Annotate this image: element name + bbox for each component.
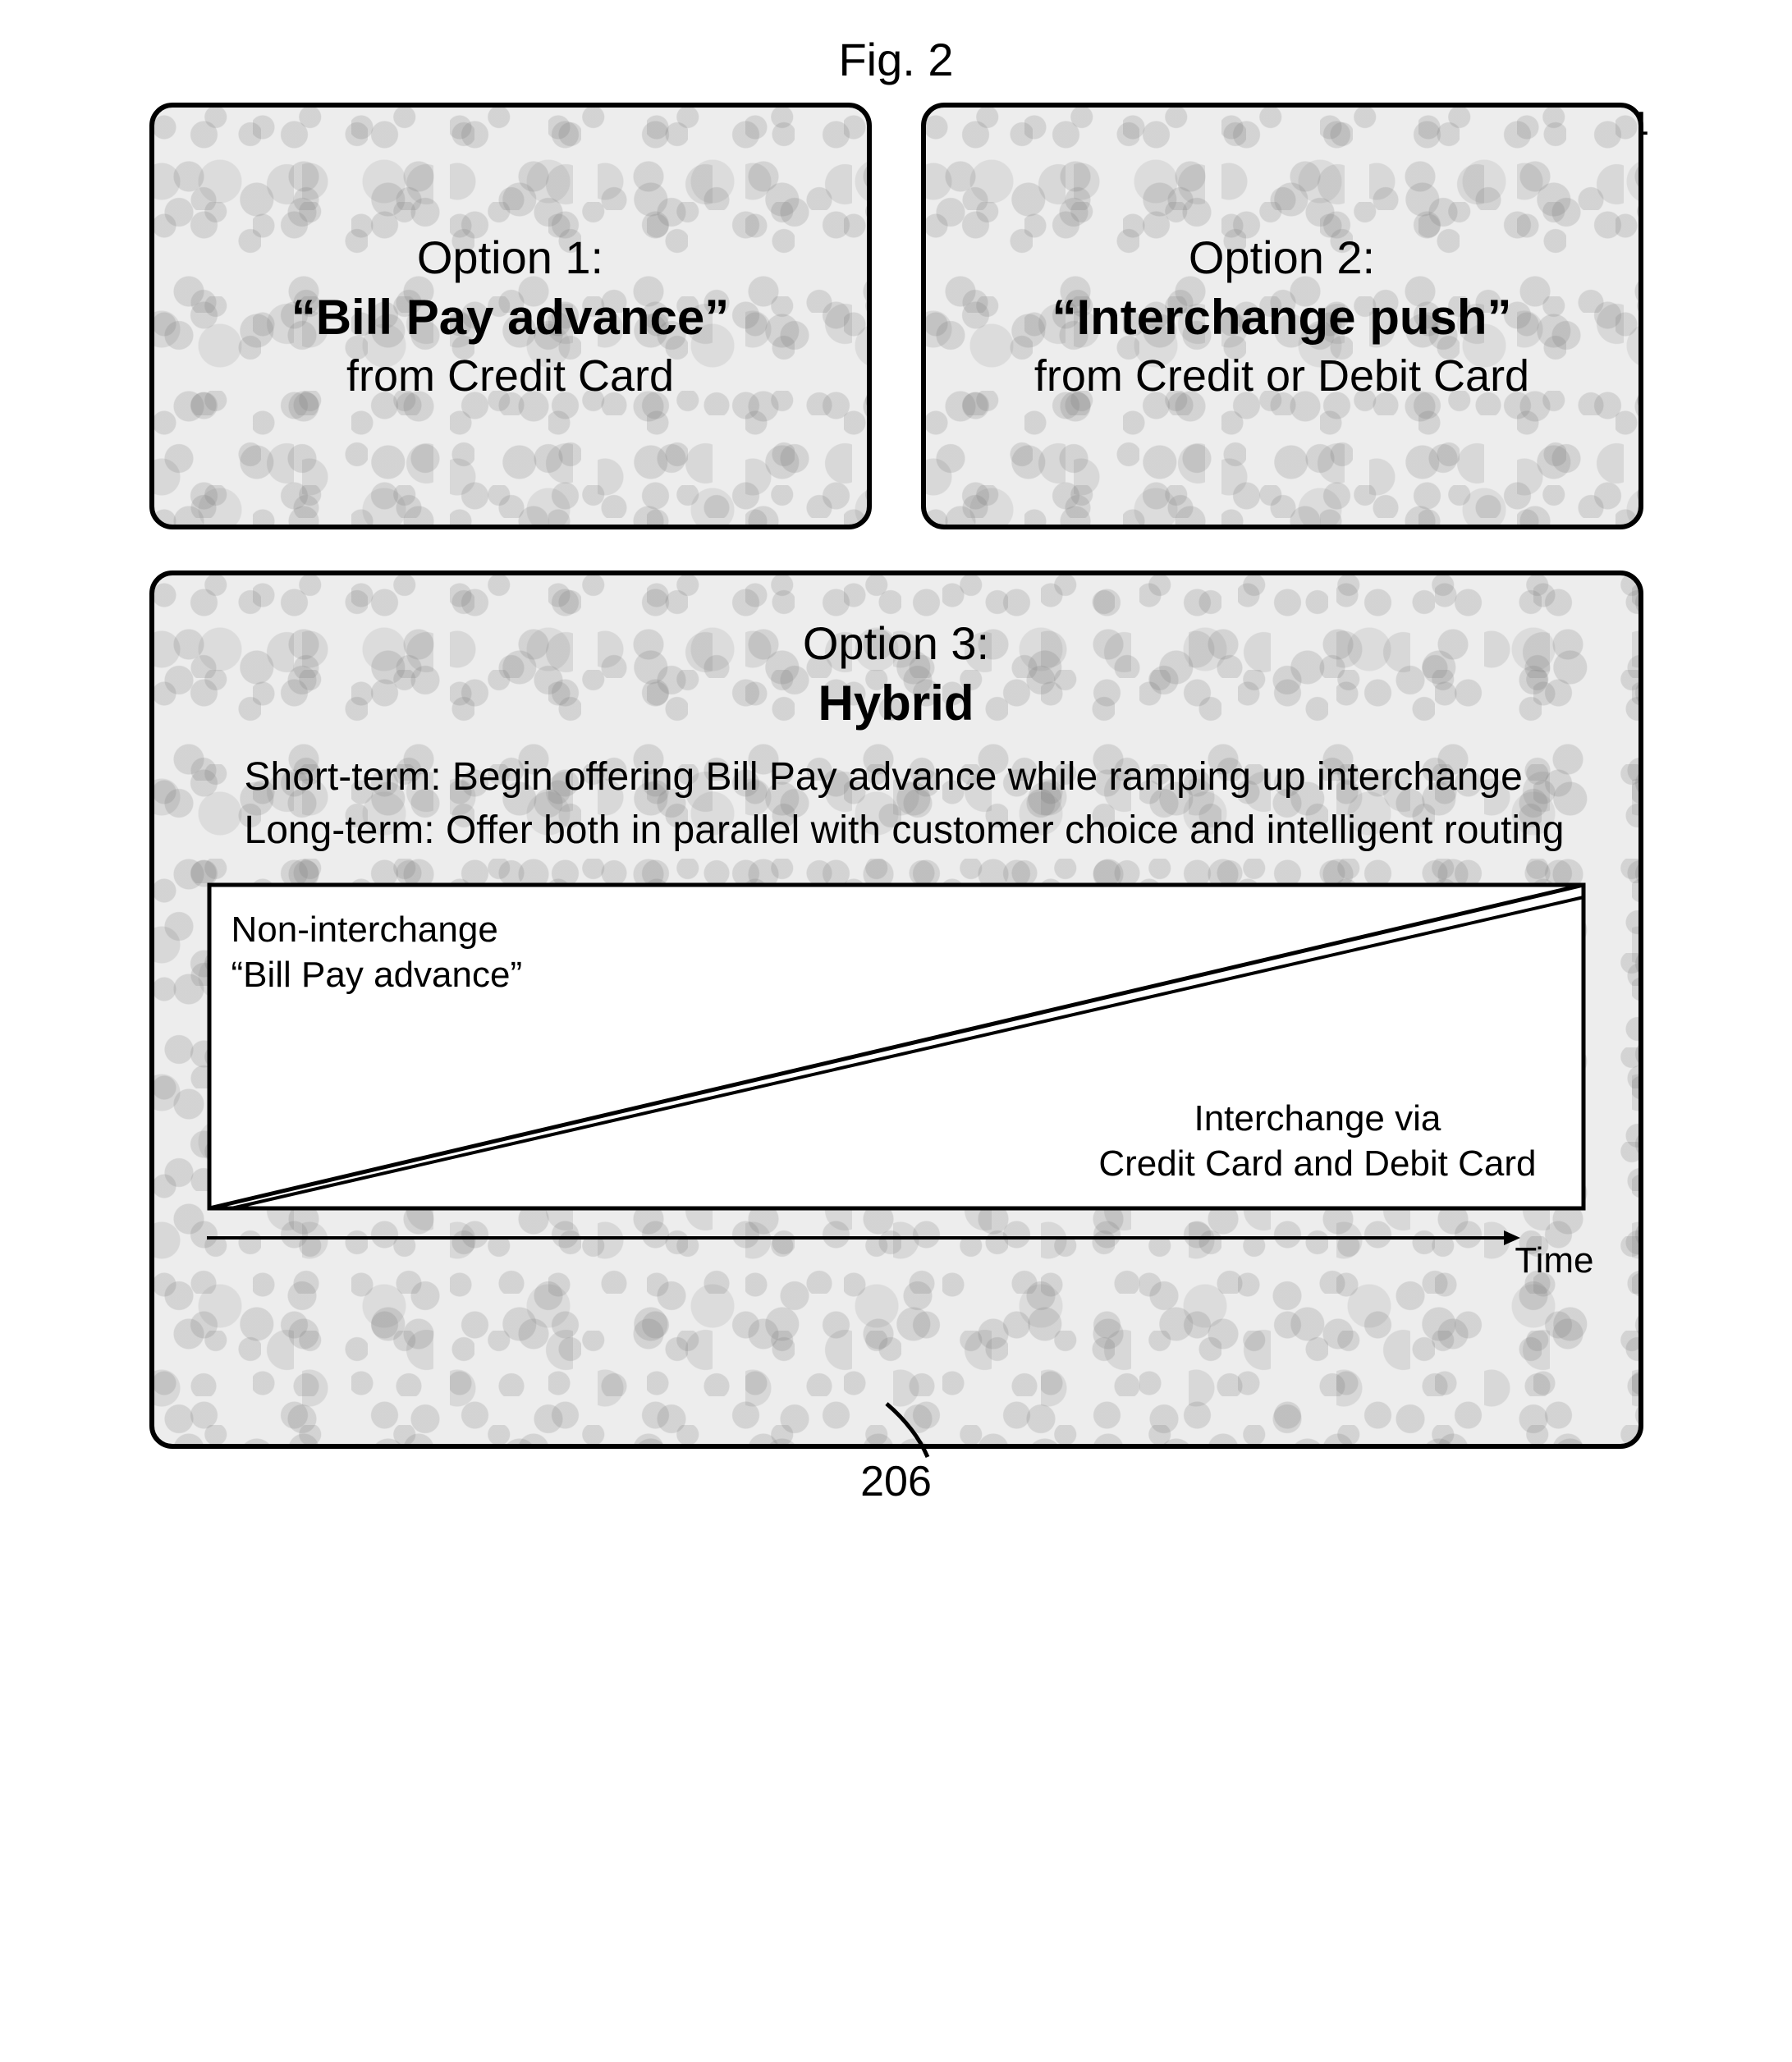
panel-option-3: Option 3: Hybrid Short-term: Begin offer… — [149, 570, 1643, 1449]
time-label: Time — [1515, 1240, 1593, 1281]
callout-arc-206 — [837, 1400, 936, 1465]
option2-title: “Interchange push” — [951, 289, 1614, 346]
figure-2: Fig. 2 202 204 Option 1: “Bill Pay advan… — [108, 33, 1684, 1506]
option2-label: Option 2: — [951, 231, 1614, 284]
option3-label: Option 3: — [803, 616, 989, 670]
option3-desc-line2: Long-term: Offer both in parallel with c… — [245, 804, 1581, 858]
time-arrow — [207, 1226, 1520, 1250]
option1-label: Option 1: — [179, 231, 842, 284]
triangle-bottom-label: Interchange via Credit Card and Debit Ca… — [1098, 1096, 1536, 1186]
option2-subtitle: from Credit or Debit Card — [951, 351, 1614, 401]
time-axis: Time — [207, 1226, 1586, 1275]
figure-title: Fig. 2 — [108, 33, 1684, 86]
triangle-top-line2: “Bill Pay advance” — [231, 952, 523, 997]
panel-option-1: Option 1: “Bill Pay advance” from Credit… — [149, 103, 872, 529]
top-row: Option 1: “Bill Pay advance” from Credit… — [108, 103, 1684, 529]
option3-description: Short-term: Begin offering Bill Pay adva… — [212, 751, 1581, 858]
option1-title: “Bill Pay advance” — [179, 289, 842, 346]
triangle-bot-line1: Interchange via — [1098, 1096, 1536, 1141]
triangle-top-label: Non-interchange “Bill Pay advance” — [231, 907, 523, 997]
option3-title: Hybrid — [818, 675, 974, 731]
transition-triangle: Non-interchange “Bill Pay advance” Inter… — [207, 882, 1586, 1211]
triangle-bot-line2: Credit Card and Debit Card — [1098, 1141, 1536, 1186]
reference-206: 206 — [108, 1457, 1684, 1506]
triangle-top-line1: Non-interchange — [231, 907, 523, 952]
option3-desc-line1: Short-term: Begin offering Bill Pay adva… — [245, 751, 1581, 804]
panel-option-2: Option 2: “Interchange push” from Credit… — [921, 103, 1643, 529]
option1-subtitle: from Credit Card — [179, 351, 842, 401]
